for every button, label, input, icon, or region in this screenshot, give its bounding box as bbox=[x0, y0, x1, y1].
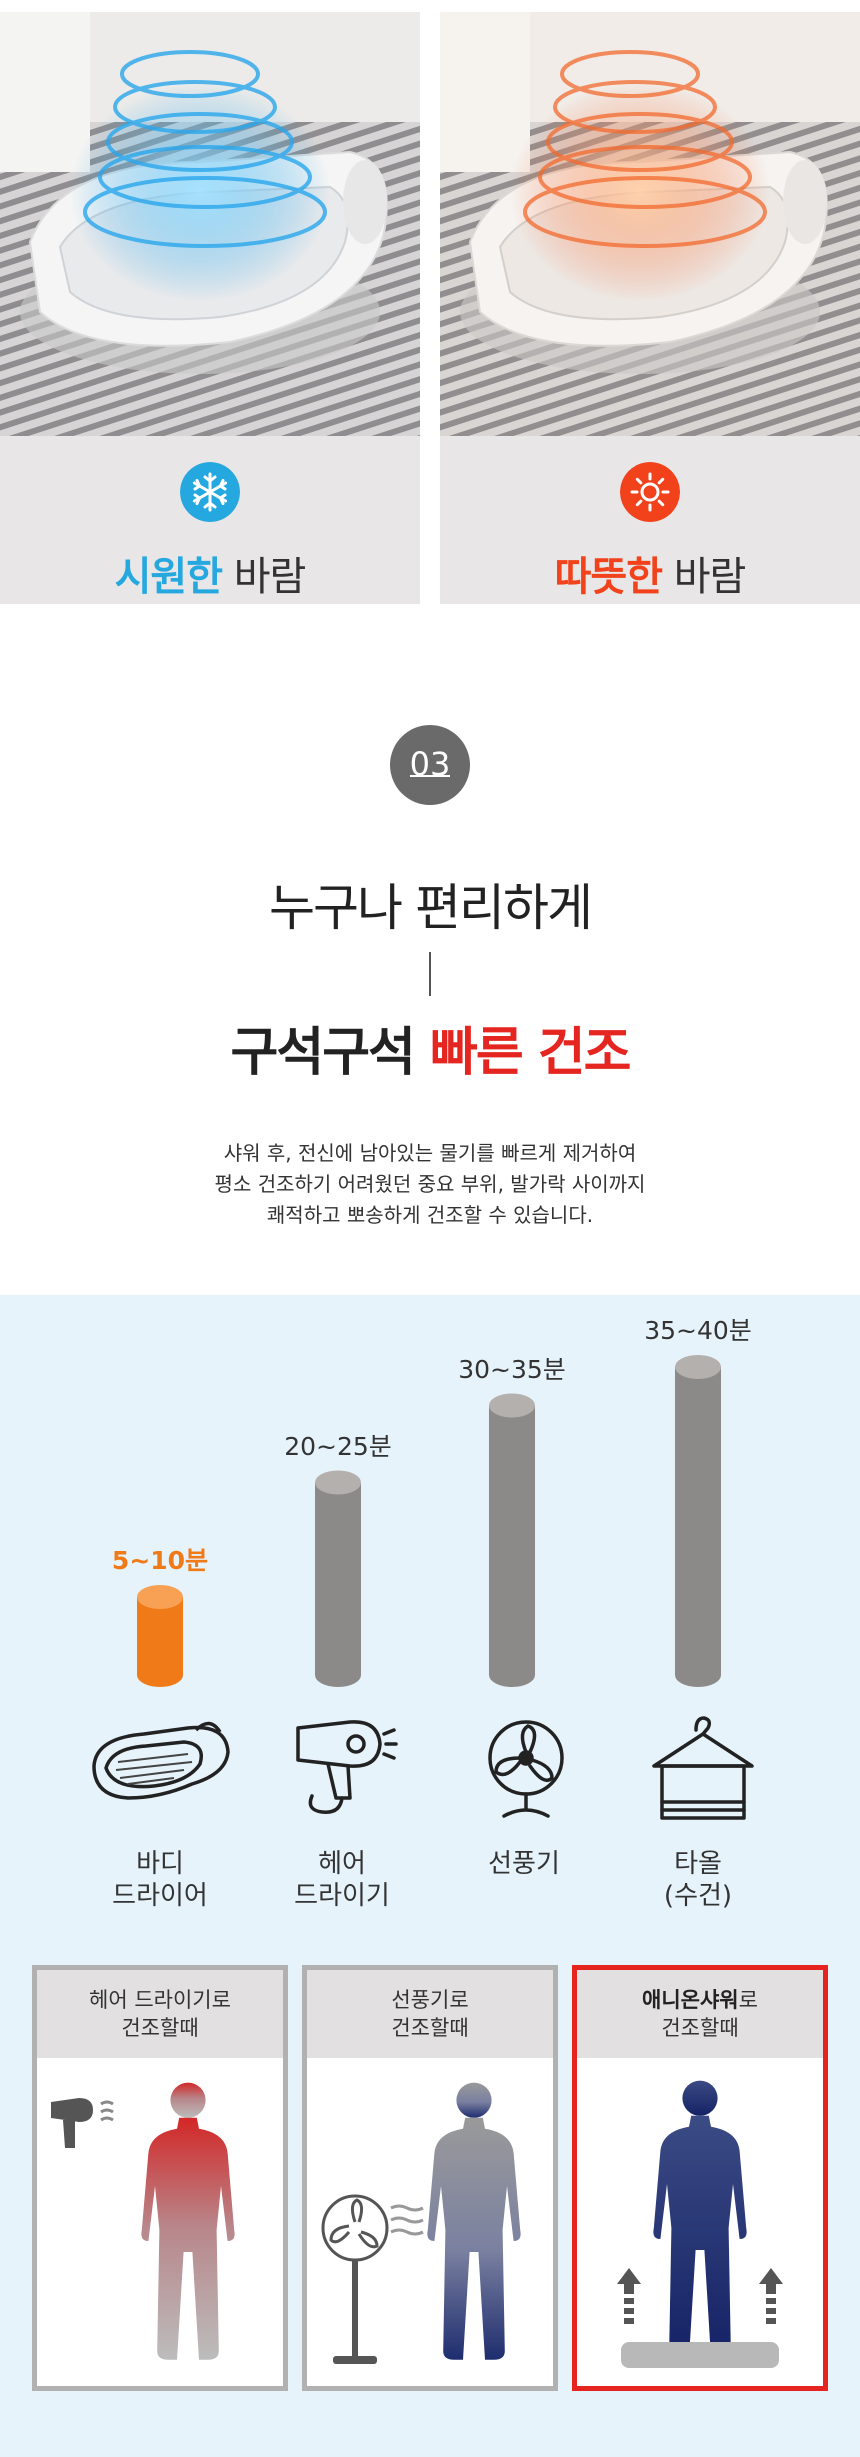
section-title-plain: 구석구석 bbox=[230, 1023, 430, 1083]
section-subtitle: 누구나 편리하게 bbox=[269, 879, 593, 937]
heading-divider bbox=[429, 952, 431, 996]
badge-underline bbox=[410, 775, 450, 777]
section-number-badge: 03 bbox=[390, 725, 470, 805]
section-description: 샤워 후, 전신에 남아있는 물기를 빠르게 제거하여 평소 건조하기 어려웠던… bbox=[0, 1138, 860, 1231]
case-title-line: 건조할때 bbox=[391, 2016, 469, 2040]
warm-wind-photo bbox=[440, 12, 860, 436]
device-label-hair-dryer: 헤어 드라이기 bbox=[262, 1848, 422, 1912]
warm-wind-card: 따뜻한 바람 bbox=[440, 12, 860, 604]
drying-time-chart bbox=[137, 1355, 721, 1687]
chart-bar bbox=[137, 1585, 183, 1687]
device-label-line: 헤어 bbox=[318, 1849, 366, 1879]
desc-line: 샤워 후, 전신에 남아있는 물기를 빠르게 제거하여 bbox=[223, 1141, 637, 1165]
hair-dryer-icon bbox=[296, 1720, 398, 1814]
case-title-line: 헤어 드라이기로 bbox=[89, 1988, 231, 2012]
device-label-line: 드라이기 bbox=[294, 1881, 390, 1911]
case-title-brand: 애니온샤워 bbox=[642, 1988, 739, 2012]
towel-icon bbox=[652, 1716, 754, 1820]
device-label-line: 타올 bbox=[674, 1849, 722, 1879]
case-header: 애니온샤워로 건조할때 bbox=[577, 1970, 823, 2058]
warm-wind-footer: 따뜻한 바람 bbox=[440, 436, 860, 604]
cool-wind-photo bbox=[0, 12, 420, 436]
case-title-line: 건조할때 bbox=[121, 2016, 199, 2040]
case-title-line: 건조할때 bbox=[661, 2016, 739, 2040]
case-title-suffix: 로 bbox=[738, 1988, 758, 2012]
device-label-line: 선풍기 bbox=[488, 1849, 560, 1879]
section-title: 구석구석 빠른 건조 bbox=[0, 1010, 860, 1085]
cool-wind-card: 시원한 바람 bbox=[0, 12, 420, 604]
hair-dryer-illustration bbox=[51, 2082, 235, 2360]
device-label-line: 바디 bbox=[136, 1849, 184, 1879]
device-label-fan: 선풍기 bbox=[444, 1848, 604, 1880]
device-label-line: 드라이어 bbox=[112, 1881, 208, 1911]
chart-bar bbox=[489, 1393, 535, 1687]
desc-line: 쾌적하고 뽀송하게 건조할 수 있습니다. bbox=[266, 1203, 594, 1227]
chart-value-label: 35~40분 bbox=[644, 1316, 752, 1345]
chart-value-label: 5~10분 bbox=[111, 1546, 209, 1575]
device-label-body-dryer: 바디 드라이어 bbox=[80, 1848, 240, 1912]
wind-modes-section: 시원한 바람 bbox=[0, 0, 860, 604]
chart-bar bbox=[315, 1470, 361, 1687]
chart-value-label: 30~35분 bbox=[458, 1354, 566, 1384]
fan-illustration bbox=[321, 2082, 521, 2364]
warm-wind-highlight: 따뜻한 bbox=[554, 554, 663, 600]
sun-icon bbox=[620, 462, 680, 522]
chart-bar bbox=[675, 1355, 721, 1687]
warm-wind-rest: 바람 bbox=[662, 554, 747, 600]
body-dryer-icon bbox=[92, 1721, 230, 1800]
cool-wind-footer: 시원한 바람 bbox=[0, 436, 420, 604]
anion-shower-illustration bbox=[617, 2080, 783, 2368]
device-label-towel: 타올 (수건) bbox=[618, 1848, 778, 1912]
fan-icon bbox=[488, 1720, 564, 1818]
case-anion-shower: 애니온샤워로 건조할때 bbox=[572, 1965, 828, 2391]
case-title-line: 애니온샤워로 bbox=[577, 1986, 823, 2014]
warm-wind-label: 따뜻한 바람 bbox=[440, 544, 860, 602]
snowflake-icon bbox=[180, 462, 240, 522]
section-title-highlight: 빠른 건조 bbox=[430, 1023, 631, 1083]
cool-wind-highlight: 시원한 bbox=[114, 554, 223, 600]
cool-wind-label: 시원한 바람 bbox=[0, 544, 420, 602]
case-title-line: 선풍기로 bbox=[391, 1988, 469, 2012]
desc-line: 평소 건조하기 어려웠던 중요 부위, 발가락 사이까지 bbox=[214, 1172, 646, 1196]
device-label-line: (수건) bbox=[663, 1881, 733, 1911]
cool-wind-rest: 바람 bbox=[222, 554, 307, 600]
chart-value-label: 20~25분 bbox=[284, 1431, 392, 1461]
